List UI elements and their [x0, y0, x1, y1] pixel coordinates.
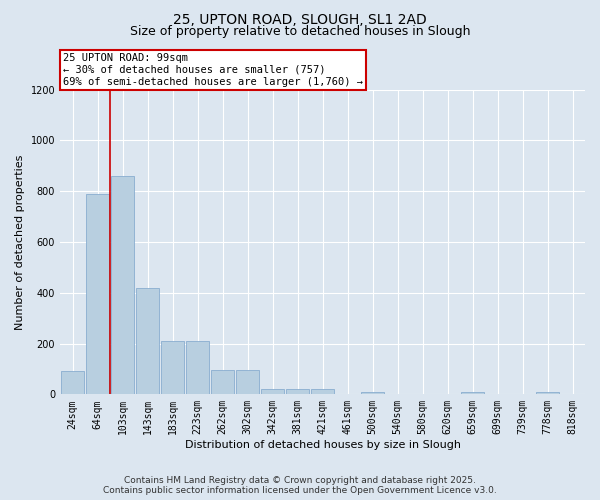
Y-axis label: Number of detached properties: Number of detached properties: [15, 154, 25, 330]
Bar: [86, 194, 109, 394]
Text: Size of property relative to detached houses in Slough: Size of property relative to detached ho…: [130, 25, 470, 38]
Text: 25, UPTON ROAD, SLOUGH, SL1 2AD: 25, UPTON ROAD, SLOUGH, SL1 2AD: [173, 12, 427, 26]
Bar: [186, 341, 209, 394]
Bar: [136, 288, 159, 395]
Bar: [461, 392, 484, 394]
Bar: [61, 372, 84, 394]
Bar: [311, 390, 334, 394]
Text: Contains HM Land Registry data © Crown copyright and database right 2025.
Contai: Contains HM Land Registry data © Crown c…: [103, 476, 497, 495]
Text: 25 UPTON ROAD: 99sqm
← 30% of detached houses are smaller (757)
69% of semi-deta: 25 UPTON ROAD: 99sqm ← 30% of detached h…: [62, 54, 362, 86]
Bar: [261, 390, 284, 394]
Bar: [286, 390, 309, 394]
Bar: [361, 392, 384, 394]
Bar: [536, 392, 559, 394]
X-axis label: Distribution of detached houses by size in Slough: Distribution of detached houses by size …: [185, 440, 461, 450]
Bar: [236, 370, 259, 394]
Bar: [211, 370, 234, 394]
Bar: [161, 341, 184, 394]
Bar: [111, 176, 134, 394]
